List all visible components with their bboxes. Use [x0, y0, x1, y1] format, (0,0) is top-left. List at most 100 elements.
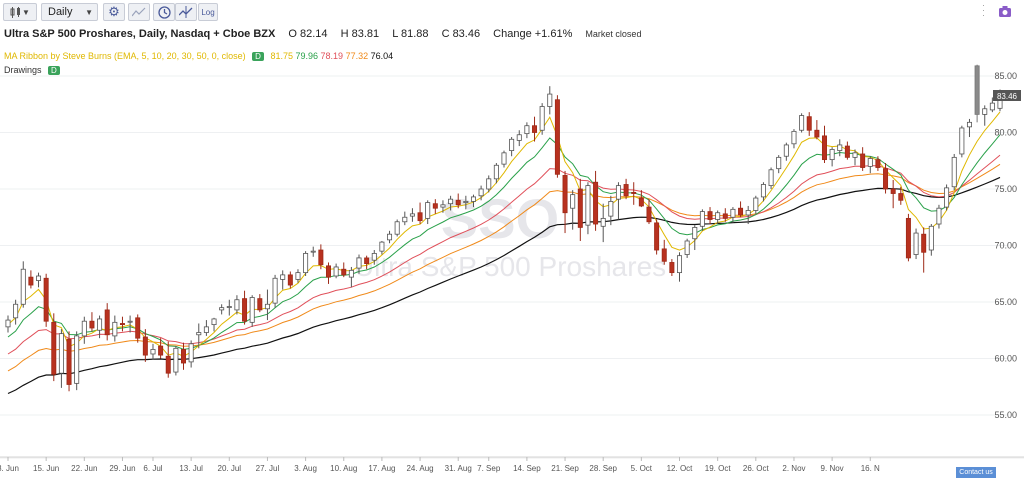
candle — [539, 103, 545, 135]
candle — [20, 261, 26, 308]
candle — [303, 251, 309, 277]
time-axis[interactable]: 8. Jun 15. Jun 22. Jun 29. Jun 6. Jul 13. Jul… — [0, 456, 1024, 473]
candle — [142, 329, 148, 362]
drawings-legend[interactable]: Drawings D — [4, 65, 60, 75]
clock-icon — [157, 5, 171, 19]
candle — [715, 210, 721, 225]
chart-title: Ultra S&P 500 Proshares, Daily, Nasdaq +… — [4, 28, 276, 40]
candle — [806, 112, 812, 136]
y-tick-label: 65.00 — [994, 297, 1017, 307]
indicator-badge[interactable]: D — [252, 52, 264, 61]
candle — [478, 185, 484, 201]
candle-body-up — [226, 306, 232, 308]
candle — [356, 254, 362, 274]
candle-body-up — [776, 156, 782, 170]
candle — [486, 175, 492, 193]
x-tick-label: 22. Jun — [71, 464, 97, 473]
x-tick-label: 8. Jun — [0, 464, 19, 473]
candle-body-down — [242, 298, 248, 322]
candle-body-down — [325, 265, 331, 278]
candle-body-up — [310, 250, 316, 253]
x-tick-label: 14. Sep — [513, 464, 541, 473]
indicators-button[interactable] — [175, 3, 197, 21]
candle-body-down — [28, 276, 34, 286]
candle — [409, 208, 415, 222]
candle — [158, 338, 164, 359]
candle — [745, 205, 751, 225]
ema20-line — [7, 154, 1001, 355]
compare-button[interactable] — [128, 3, 150, 21]
candle — [684, 238, 690, 258]
candle-body-up — [280, 274, 286, 280]
candle — [593, 170, 599, 231]
candle-body-down — [707, 211, 713, 220]
candle — [165, 341, 171, 378]
replay-button[interactable] — [153, 3, 175, 21]
candle-body-down — [898, 193, 904, 201]
candle-body-up — [730, 208, 736, 218]
candle-body-up — [982, 108, 988, 115]
candle — [524, 122, 530, 139]
indicator-legend[interactable]: MA Ribbon by Steve Burns (EMA, 5, 10, 20… — [4, 51, 393, 61]
contact-us-button[interactable]: Contact us — [956, 467, 996, 478]
ema10-line — [7, 134, 1001, 350]
candle — [196, 323, 202, 349]
candle-body-up — [463, 201, 469, 203]
price-axis[interactable]: 55.00 60.00 65.00 70.00 75.00 80.00 85.00 — [994, 71, 1017, 420]
candle — [104, 303, 110, 341]
candle-body-up — [219, 307, 225, 311]
candle — [898, 186, 904, 205]
interval-select[interactable]: Daily ▼ — [41, 3, 98, 21]
candle — [913, 228, 919, 260]
candle — [631, 182, 637, 205]
log-scale-button[interactable]: Log — [198, 3, 218, 21]
x-tick-label: 15. Jun — [33, 464, 59, 473]
candle-body-up — [608, 201, 614, 217]
grid — [0, 75, 1008, 416]
candle-body-down — [814, 129, 820, 138]
candle-body-up — [425, 202, 431, 219]
candle — [387, 230, 393, 244]
indicator-value-2: 79.96 — [295, 51, 319, 61]
chart-style-button[interactable]: ▼ — [3, 3, 37, 21]
drawings-badge[interactable]: D — [48, 66, 60, 75]
more-icon[interactable]: · · · — [982, 0, 985, 20]
candle — [860, 147, 866, 171]
candle — [799, 113, 805, 133]
candle — [371, 250, 377, 265]
candle — [234, 295, 240, 315]
candle — [791, 129, 797, 149]
candle — [28, 270, 34, 289]
y-tick-label: 80.00 — [994, 128, 1017, 138]
candle — [150, 343, 156, 360]
candle-body-up — [478, 188, 484, 197]
indicator-value-3: 78.19 — [320, 51, 344, 61]
candle — [394, 219, 400, 237]
camera-icon[interactable] — [998, 5, 1012, 18]
y-tick-label: 85.00 — [994, 71, 1017, 81]
candle — [883, 163, 889, 194]
candle-body-up — [402, 216, 408, 223]
candle-body-down — [646, 206, 652, 223]
x-tick-label: 9. Nov — [821, 464, 844, 473]
candle — [577, 178, 583, 241]
settings-button[interactable]: ⚙ — [103, 3, 125, 21]
candle-body-down — [341, 268, 347, 276]
candle-body-up — [127, 320, 133, 323]
candle — [173, 346, 179, 376]
high-value: H 83.81 — [340, 28, 380, 40]
candle — [310, 246, 316, 257]
candle-body-up — [951, 156, 957, 188]
candle — [677, 252, 683, 282]
ema-ribbon — [7, 111, 1001, 395]
candle-body-up — [524, 125, 530, 135]
candle — [501, 150, 507, 168]
candle-body-up — [303, 253, 309, 274]
candle — [646, 199, 652, 225]
candle-body-up — [74, 335, 80, 384]
candle-body-up — [936, 207, 942, 225]
candle-body-up — [409, 213, 415, 217]
candle — [432, 199, 438, 214]
candle — [493, 163, 499, 184]
